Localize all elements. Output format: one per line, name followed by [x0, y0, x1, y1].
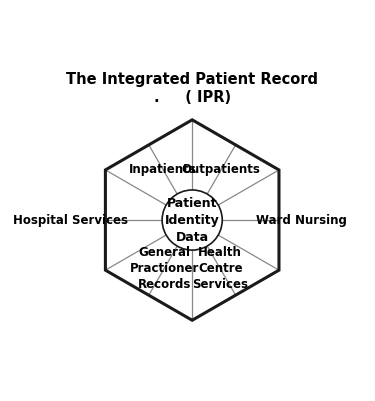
Text: Health
Centre
Services: Health Centre Services	[192, 246, 248, 291]
Text: The Integrated Patient Record: The Integrated Patient Record	[66, 72, 318, 87]
Text: Outpatients: Outpatients	[182, 163, 261, 176]
Text: General
Practioner
Records: General Practioner Records	[129, 246, 199, 291]
Circle shape	[162, 190, 222, 250]
Text: .     ( IPR): . ( IPR)	[154, 90, 231, 105]
Text: Inpatients: Inpatients	[129, 163, 197, 176]
Text: Hospital Services: Hospital Services	[13, 214, 128, 227]
Text: Patient
Identity
Data: Patient Identity Data	[165, 196, 220, 243]
Text: Ward Nursing: Ward Nursing	[256, 214, 347, 227]
